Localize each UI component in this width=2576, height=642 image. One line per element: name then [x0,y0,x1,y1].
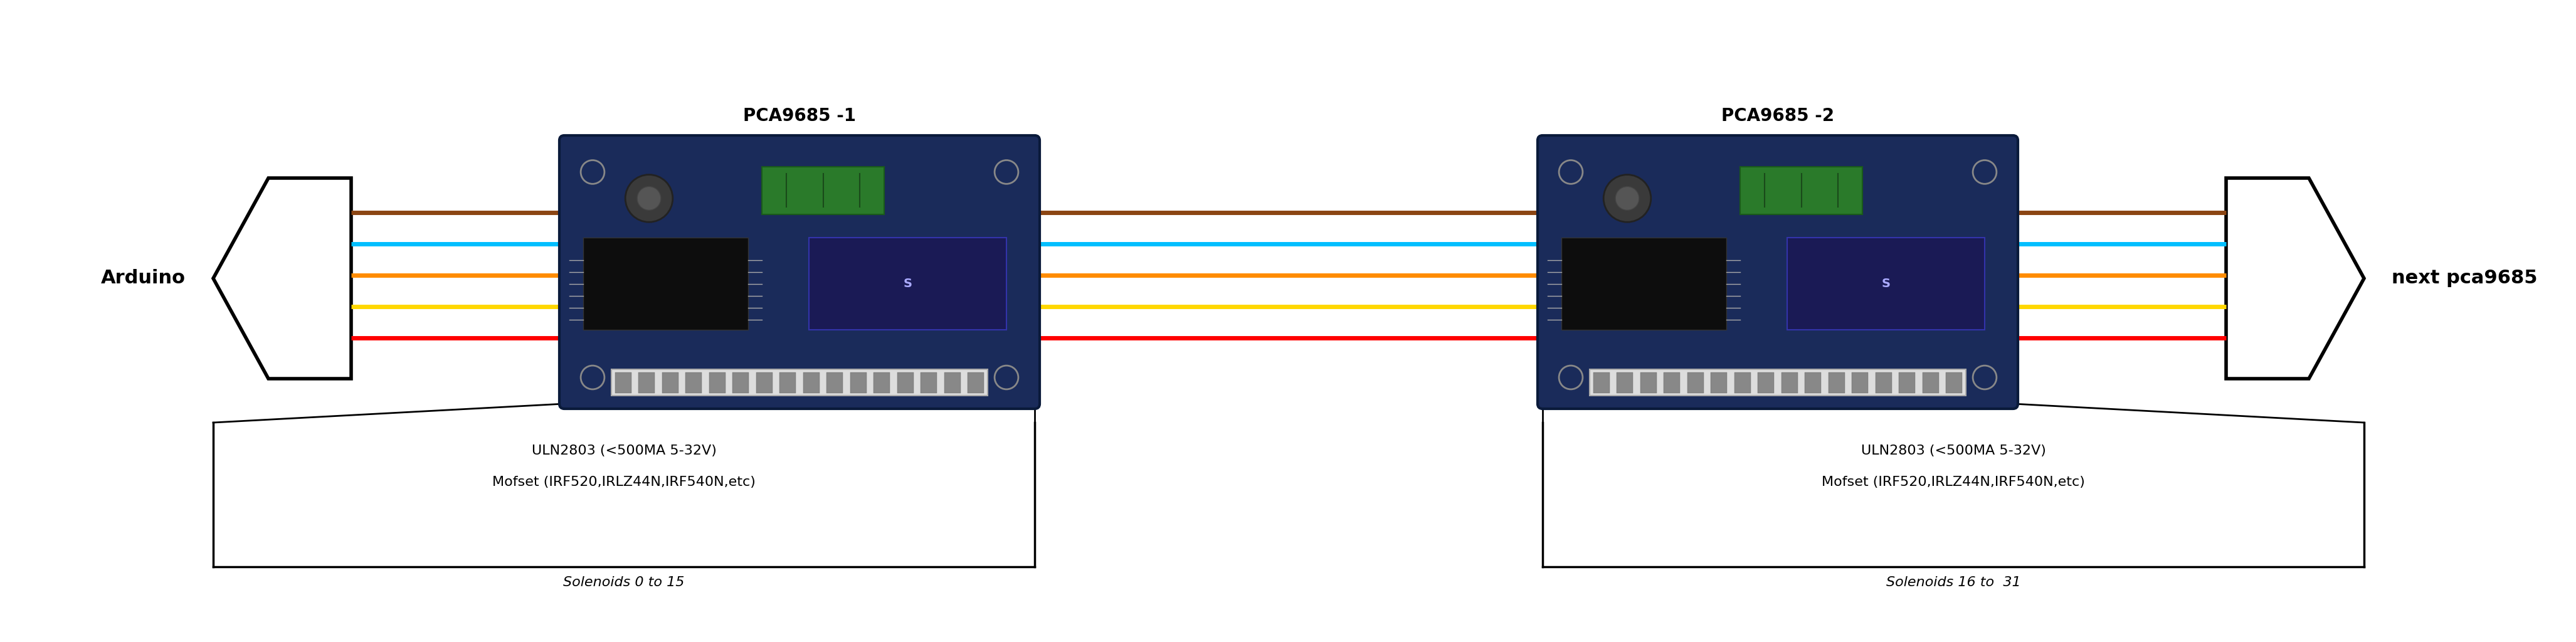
FancyBboxPatch shape [639,372,654,393]
FancyBboxPatch shape [1757,372,1775,393]
FancyBboxPatch shape [1875,372,1891,393]
Circle shape [1973,365,1996,389]
FancyBboxPatch shape [804,372,819,393]
FancyBboxPatch shape [1734,372,1752,393]
Text: Solenoids 0 to 15: Solenoids 0 to 15 [564,576,685,589]
FancyBboxPatch shape [1687,372,1703,393]
Text: ULN2803 (<500MA 5-32V): ULN2803 (<500MA 5-32V) [1860,444,2045,457]
Circle shape [1602,175,1651,222]
FancyBboxPatch shape [850,372,866,393]
FancyBboxPatch shape [943,372,961,393]
FancyBboxPatch shape [969,372,984,393]
FancyBboxPatch shape [1561,238,1726,330]
FancyBboxPatch shape [1780,372,1798,393]
FancyBboxPatch shape [762,167,884,214]
FancyBboxPatch shape [1664,372,1680,393]
FancyBboxPatch shape [1641,372,1656,393]
Text: PCA9685 -2: PCA9685 -2 [1721,107,1834,125]
Circle shape [1558,160,1582,184]
FancyBboxPatch shape [611,370,987,396]
FancyBboxPatch shape [1945,372,1963,393]
FancyBboxPatch shape [1741,167,1862,214]
FancyBboxPatch shape [1710,372,1728,393]
Circle shape [1558,365,1582,389]
FancyBboxPatch shape [1538,135,2017,409]
FancyBboxPatch shape [920,372,938,393]
FancyBboxPatch shape [1899,372,1917,393]
FancyBboxPatch shape [755,372,773,393]
FancyBboxPatch shape [1806,372,1821,393]
Circle shape [626,175,672,222]
Circle shape [1973,160,1996,184]
Text: Mofset (IRF520,IRLZ44N,IRF540N,etc): Mofset (IRF520,IRLZ44N,IRF540N,etc) [492,476,755,489]
FancyBboxPatch shape [685,372,703,393]
Text: next pca9685: next pca9685 [2391,269,2537,288]
FancyBboxPatch shape [1589,370,1965,396]
Circle shape [994,160,1018,184]
FancyBboxPatch shape [708,372,726,393]
Circle shape [580,160,605,184]
FancyBboxPatch shape [1829,372,1844,393]
Circle shape [636,187,662,210]
FancyBboxPatch shape [873,372,891,393]
FancyBboxPatch shape [662,372,677,393]
Text: Mofset (IRF520,IRLZ44N,IRF540N,etc): Mofset (IRF520,IRLZ44N,IRF540N,etc) [1821,476,2084,489]
Circle shape [1615,187,1638,210]
Text: S: S [1880,278,1891,290]
FancyBboxPatch shape [1618,372,1633,393]
Text: Arduino: Arduino [100,269,185,288]
Text: Solenoids 16 to  31: Solenoids 16 to 31 [1886,576,2020,589]
Circle shape [994,365,1018,389]
FancyBboxPatch shape [781,372,796,393]
FancyBboxPatch shape [809,238,1007,330]
FancyBboxPatch shape [1922,372,1940,393]
Text: ULN2803 (<500MA 5-32V): ULN2803 (<500MA 5-32V) [531,444,716,457]
FancyBboxPatch shape [616,372,631,393]
Text: S: S [904,278,912,290]
Text: PCA9685 -1: PCA9685 -1 [742,107,855,125]
FancyBboxPatch shape [1592,372,1610,393]
FancyBboxPatch shape [732,372,750,393]
FancyBboxPatch shape [827,372,842,393]
FancyBboxPatch shape [1852,372,1868,393]
FancyBboxPatch shape [896,372,914,393]
FancyBboxPatch shape [559,135,1041,409]
FancyBboxPatch shape [582,238,747,330]
Circle shape [580,365,605,389]
FancyBboxPatch shape [1788,238,1984,330]
